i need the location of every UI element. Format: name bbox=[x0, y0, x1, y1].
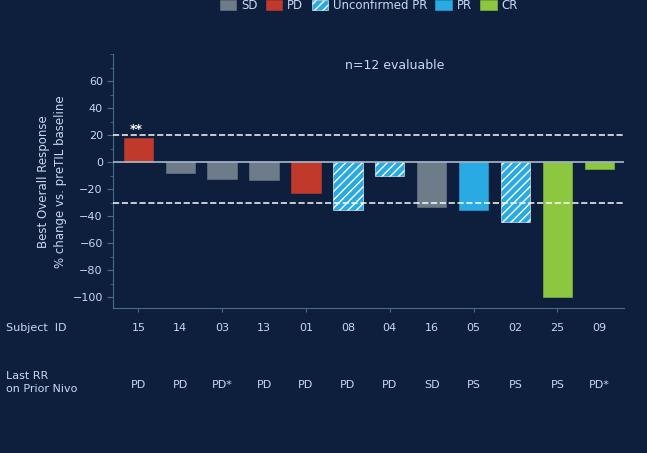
Text: PD: PD bbox=[131, 380, 146, 390]
Text: PD: PD bbox=[382, 380, 397, 390]
Bar bbox=[333, 162, 362, 210]
Text: PD: PD bbox=[340, 380, 355, 390]
Text: 01: 01 bbox=[299, 323, 313, 333]
Bar bbox=[291, 162, 321, 193]
Bar bbox=[459, 162, 488, 210]
Text: SD: SD bbox=[424, 380, 439, 390]
Text: Last RR
on Prior Nivo: Last RR on Prior Nivo bbox=[6, 371, 78, 395]
Bar bbox=[166, 162, 195, 173]
Text: n=12 evaluable: n=12 evaluable bbox=[345, 59, 444, 72]
Text: 16: 16 bbox=[424, 323, 439, 333]
Text: PD: PD bbox=[173, 380, 188, 390]
Text: PS: PS bbox=[551, 380, 564, 390]
Bar bbox=[375, 162, 404, 176]
Text: PS: PS bbox=[509, 380, 522, 390]
Text: PS: PS bbox=[466, 380, 481, 390]
Text: 09: 09 bbox=[592, 323, 606, 333]
Text: 03: 03 bbox=[215, 323, 229, 333]
Y-axis label: Best Overall Response
% change vs. preTIL baseline: Best Overall Response % change vs. preTI… bbox=[37, 95, 67, 268]
Text: PD*: PD* bbox=[589, 380, 609, 390]
Bar bbox=[124, 138, 153, 162]
Bar bbox=[208, 162, 237, 178]
Text: 13: 13 bbox=[257, 323, 271, 333]
Text: 08: 08 bbox=[341, 323, 355, 333]
Text: 15: 15 bbox=[131, 323, 146, 333]
Legend: SD, PD, Unconfirmed PR, PR, CR: SD, PD, Unconfirmed PR, PR, CR bbox=[215, 0, 522, 17]
Text: 14: 14 bbox=[173, 323, 188, 333]
Text: Subject  ID: Subject ID bbox=[6, 323, 67, 333]
Text: PD: PD bbox=[256, 380, 272, 390]
Text: 02: 02 bbox=[509, 323, 523, 333]
Bar bbox=[543, 162, 572, 297]
Text: 05: 05 bbox=[466, 323, 481, 333]
Text: PD*: PD* bbox=[212, 380, 232, 390]
Text: **: ** bbox=[130, 123, 143, 136]
Text: 04: 04 bbox=[382, 323, 397, 333]
Bar bbox=[249, 162, 279, 180]
Text: PD: PD bbox=[298, 380, 314, 390]
Text: 25: 25 bbox=[550, 323, 564, 333]
Bar bbox=[584, 162, 614, 169]
Bar bbox=[501, 162, 530, 222]
Bar bbox=[417, 162, 446, 207]
